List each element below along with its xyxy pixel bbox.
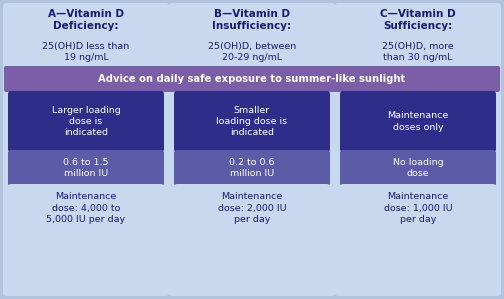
Text: Smaller
loading dose is
indicated: Smaller loading dose is indicated xyxy=(216,106,288,137)
FancyBboxPatch shape xyxy=(8,150,164,186)
FancyBboxPatch shape xyxy=(335,3,501,296)
Text: A—Vitamin D
Deficiency:: A—Vitamin D Deficiency: xyxy=(48,9,124,31)
Text: Maintenance
dose: 2,000 IU
per day: Maintenance dose: 2,000 IU per day xyxy=(218,192,286,224)
FancyBboxPatch shape xyxy=(174,184,330,232)
Text: 25(OH)D, between
20-29 ng/mL: 25(OH)D, between 20-29 ng/mL xyxy=(208,42,296,62)
Text: Maintenance
doses only: Maintenance doses only xyxy=(388,112,449,132)
FancyBboxPatch shape xyxy=(8,184,164,232)
Text: 25(OH)D, more
than 30 ng/mL: 25(OH)D, more than 30 ng/mL xyxy=(382,42,454,62)
Text: C—Vitamin D
Sufficiency:: C—Vitamin D Sufficiency: xyxy=(380,9,456,31)
FancyBboxPatch shape xyxy=(169,3,335,296)
FancyBboxPatch shape xyxy=(174,91,330,152)
FancyBboxPatch shape xyxy=(340,150,496,186)
Text: 25(OH)D less than
19 ng/mL: 25(OH)D less than 19 ng/mL xyxy=(42,42,130,62)
FancyBboxPatch shape xyxy=(174,150,330,186)
Text: Advice on daily safe exposure to summer-like sunlight: Advice on daily safe exposure to summer-… xyxy=(98,74,406,84)
FancyBboxPatch shape xyxy=(4,66,500,92)
Text: Larger loading
dose is
indicated: Larger loading dose is indicated xyxy=(51,106,120,137)
FancyBboxPatch shape xyxy=(8,91,164,152)
FancyBboxPatch shape xyxy=(340,91,496,152)
FancyBboxPatch shape xyxy=(340,184,496,232)
FancyBboxPatch shape xyxy=(3,3,169,296)
Text: 0.6 to 1.5
million IU: 0.6 to 1.5 million IU xyxy=(63,158,109,178)
Text: 0.2 to 0.6
million IU: 0.2 to 0.6 million IU xyxy=(229,158,275,178)
Text: Maintenance
dose: 4,000 to
5,000 IU per day: Maintenance dose: 4,000 to 5,000 IU per … xyxy=(46,192,125,224)
Text: No loading
dose: No loading dose xyxy=(393,158,444,178)
Text: B—Vitamin D
Insufficiency:: B—Vitamin D Insufficiency: xyxy=(213,9,291,31)
Text: Maintenance
dose: 1,000 IU
per day: Maintenance dose: 1,000 IU per day xyxy=(384,192,452,224)
